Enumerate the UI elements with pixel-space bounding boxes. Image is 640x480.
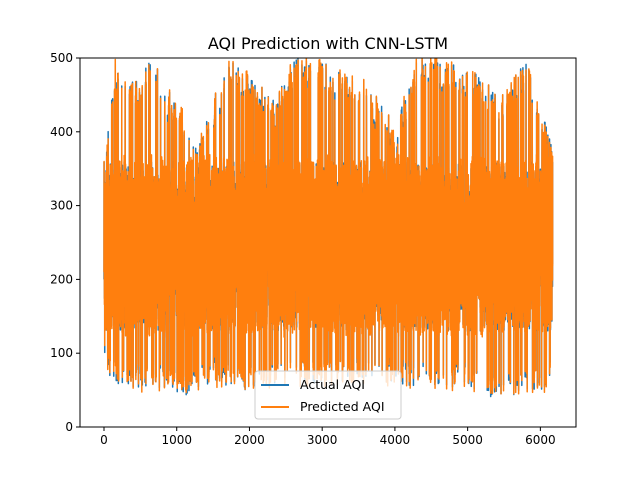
y-axis: 0 100 200 300 400 500 — [50, 51, 80, 434]
x-tick-label-5000: 5000 — [452, 433, 483, 447]
chart-title: AQI Prediction with CNN-LSTM — [208, 34, 448, 53]
y-tick-label-300: 300 — [50, 199, 73, 213]
x-tick-label-3000: 3000 — [307, 433, 338, 447]
y-tick-label-200: 200 — [50, 272, 73, 286]
y-tick-label-500: 500 — [50, 51, 73, 65]
x-tick-label-1000: 1000 — [161, 433, 192, 447]
legend-label-actual: Actual AQI — [300, 377, 365, 392]
x-tick-label-4000: 4000 — [380, 433, 411, 447]
x-axis: 0 1000 2000 3000 4000 5000 6000 — [100, 427, 556, 447]
legend-label-predicted: Predicted AQI — [300, 399, 385, 414]
y-tick-label-0: 0 — [65, 420, 73, 434]
legend: Actual AQI Predicted AQI — [254, 370, 402, 420]
x-tick-label-0: 0 — [100, 433, 108, 447]
legend-box — [254, 370, 402, 420]
y-tick-label-400: 400 — [50, 125, 73, 139]
y-tick-label-100: 100 — [50, 346, 73, 360]
x-tick-label-6000: 6000 — [525, 433, 556, 447]
series-layer — [103, 58, 554, 398]
x-tick-label-2000: 2000 — [234, 433, 265, 447]
plot-frame — [79, 57, 577, 428]
series-line-predicted-aqi — [103, 58, 554, 395]
